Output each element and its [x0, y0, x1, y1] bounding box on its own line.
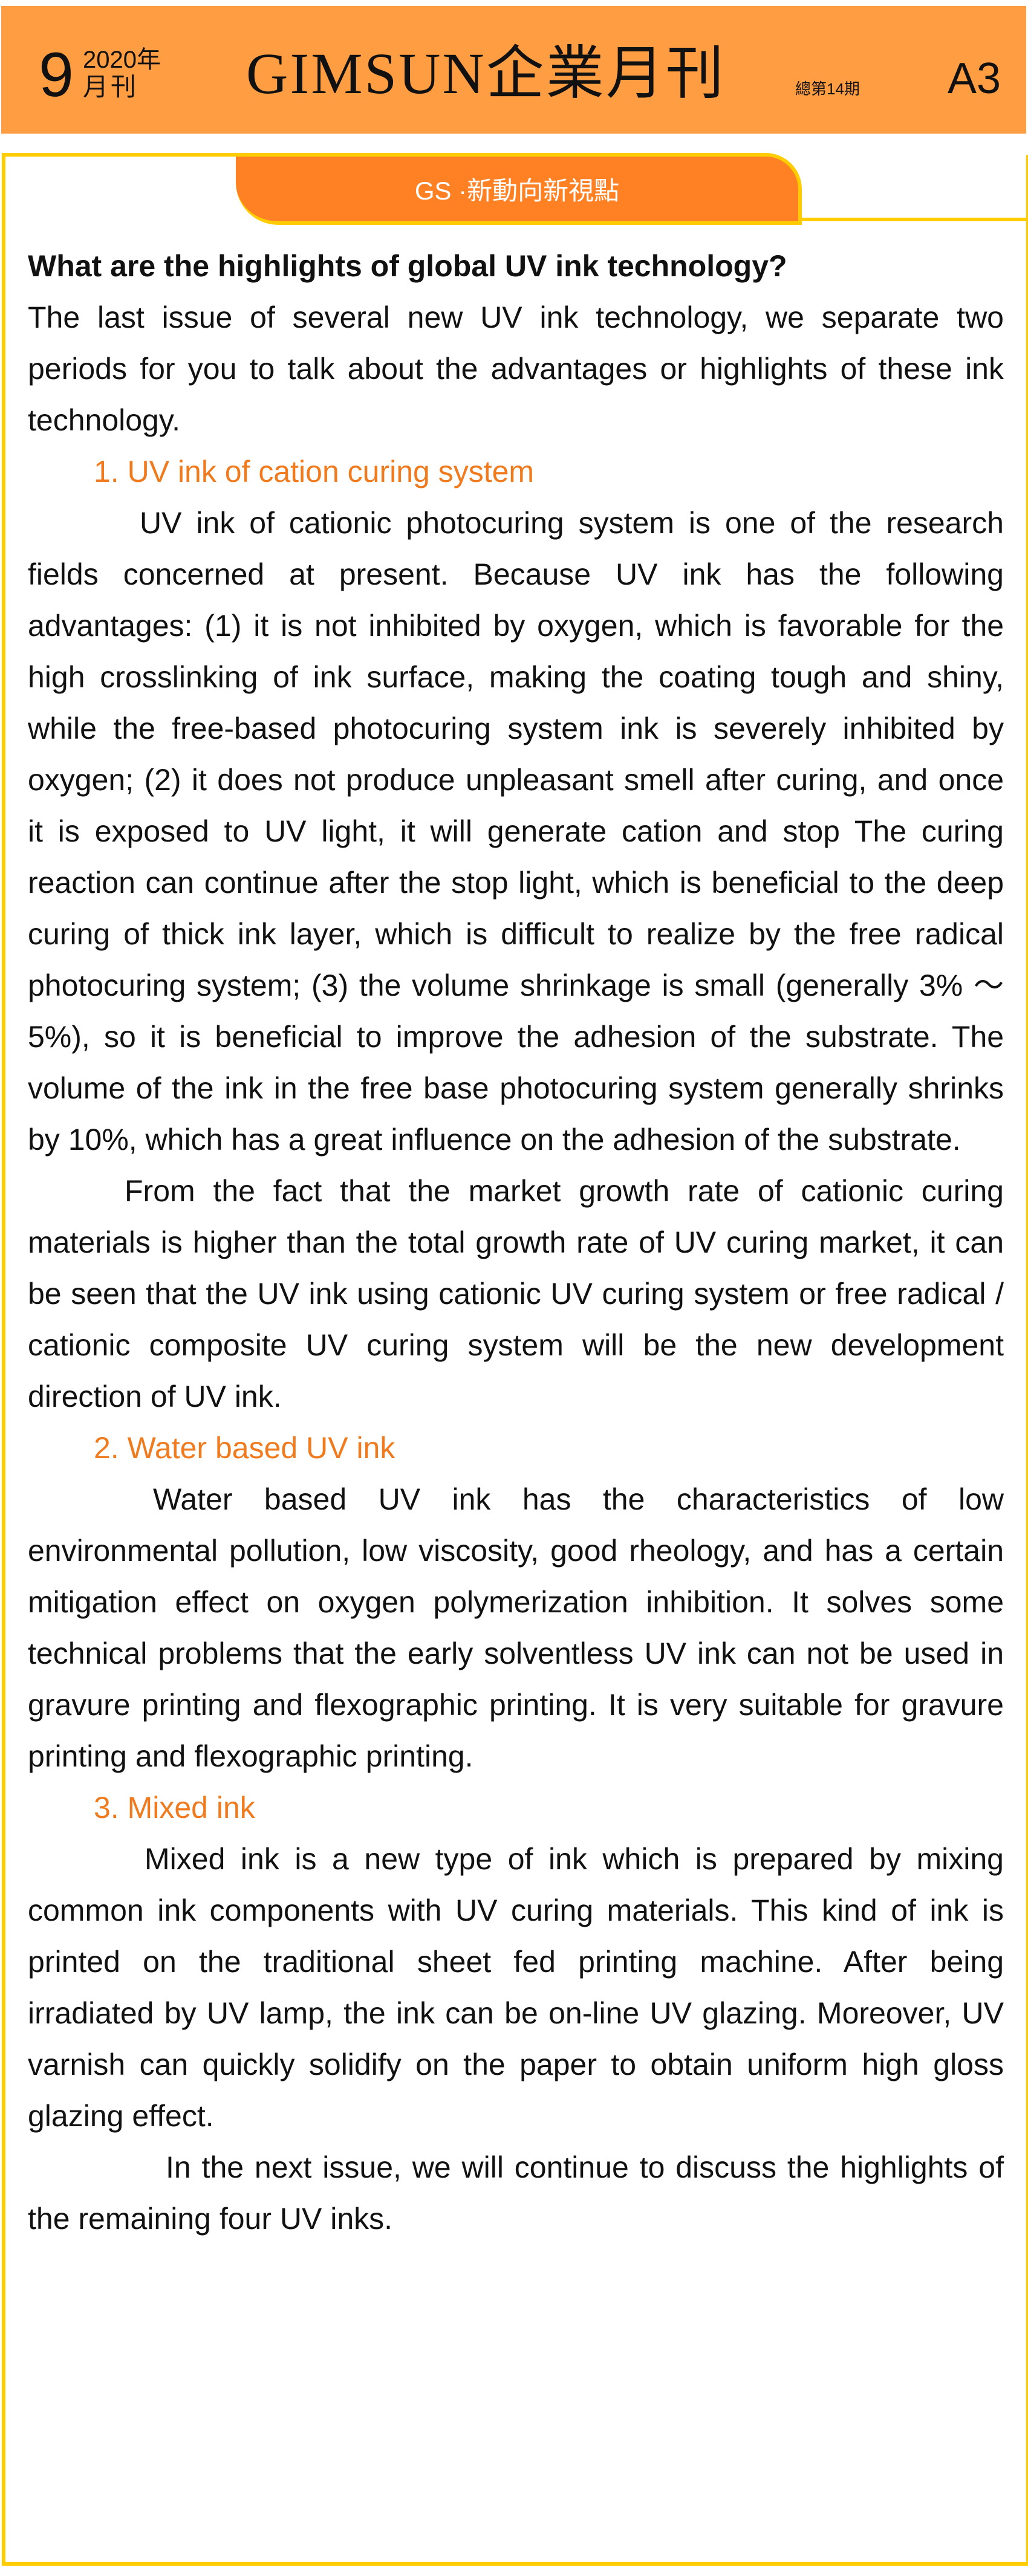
article-frame: [2, 155, 1028, 2566]
article-body: What are the highlights of global UV ink…: [28, 241, 1004, 2245]
article-intro: The last issue of several new UV ink tec…: [28, 300, 1004, 437]
section-heading-2: 2. Water based UV ink: [94, 1431, 395, 1465]
section-tab-label: GS ·新動向新視點: [414, 177, 620, 205]
section-heading-3: 3. Mixed ink: [94, 1791, 255, 1825]
issue-year: 2020年: [83, 47, 161, 73]
section-heading-1: 1. UV ink of cation curing system: [94, 455, 535, 488]
section-1-paragraph-1: UV ink of cationic photocuring system is…: [28, 506, 1004, 1157]
section-tab: GS ·新動向新視點: [236, 153, 802, 225]
masthead: 9 2020年 月刊 GIMSUN企業月刊 總第14期 A3: [1, 6, 1026, 134]
article-question: What are the highlights of global UV ink…: [28, 249, 787, 283]
article-closing: In the next issue, we will continue to d…: [28, 2150, 1004, 2236]
total-issue-number: 總第14期: [795, 80, 860, 98]
issue-kind: 月刊: [83, 73, 139, 101]
page-code: A3: [948, 54, 1001, 103]
frame-top-border-left: [2, 153, 238, 157]
section-2-paragraph-1: Water based UV ink has the characteristi…: [28, 1482, 1004, 1773]
section-1-paragraph-2: From the fact that the market growth rat…: [28, 1174, 1004, 1413]
issue-month: 9: [39, 40, 74, 110]
frame-top-border-right: [798, 218, 1026, 221]
publication-title: GIMSUN企業月刊: [246, 41, 726, 106]
section-3-paragraph-1: Mixed ink is a new type of ink which is …: [28, 1842, 1004, 2133]
